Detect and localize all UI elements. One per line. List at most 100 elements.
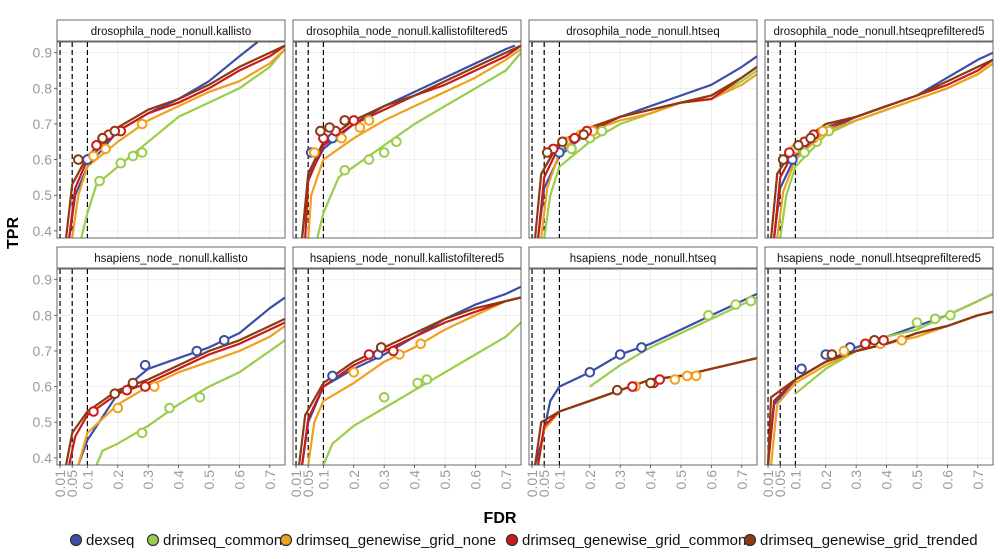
series-line-drimseq_genewise_grid_trended [301,44,521,238]
series-line-drimseq_common [794,292,993,395]
legend-label: drimseq_genewise_grid_trended [760,532,978,549]
panel-data [65,296,285,465]
y-tick-label: 0.8 [33,80,53,96]
x-tick-label: 0.4 [879,470,895,490]
panel-7: hsapiens_node_nonull.htseq 0.010.05 0.1 0.2… [524,246,758,497]
series-marker-drimseq_genewise_grid_trended [109,388,121,400]
x-tick-label: 0.01 [52,470,68,497]
series-marker-drimseq_genewise_grid_common [91,140,102,151]
x-tick-label: 0.1 [315,470,331,490]
panel-data [766,292,993,465]
series-marker-drimseq_common [596,125,608,137]
series-marker-dexseq [614,349,626,360]
series-marker-drimseq_genewise_grid_trended [315,125,326,137]
y-tick-label: 0.5 [33,187,53,203]
series-marker-drimseq_genewise_grid_none [149,381,160,392]
x-tick-label: 0.2 [582,470,598,490]
panel-strip [528,19,758,42]
panel-border [528,41,758,239]
legend-swatch [69,533,83,547]
series-marker-drimseq_genewise_grid_trended [611,384,623,396]
legend-item-drimseq_common: drimseq_common [146,532,282,549]
series-line-drimseq_common [543,69,757,238]
panel-1: drosophila_node_nonull.kallisto 0.4 0.5 0.6… [33,19,286,239]
series-marker-drimseq_genewise_grid_none [690,370,702,382]
legend-label: drimseq_genewise_grid_common [522,532,746,549]
series-marker-drimseq_genewise_grid_trended [73,154,84,165]
legend-swatch [146,533,160,547]
series-marker-drimseq_common [929,313,941,325]
series-marker-drimseq_common [115,157,127,169]
series-marker-drimseq_genewise_grid_common [388,345,399,357]
series-marker-drimseq_genewise_grid_trended [109,125,121,137]
series-marker-drimseq_common [945,310,956,321]
series-marker-drimseq_common [412,377,423,389]
x-axis-title: FDR [484,510,517,527]
series-marker-drimseq_genewise_grid_trended [541,147,553,158]
series-line-drimseq_genewise_grid_none [77,325,285,465]
panel-title: drosophila_node_nonull.kallisto [91,26,251,38]
series-marker-drimseq_genewise_grid_common [784,147,795,158]
panel-data [534,292,757,465]
series-marker-drimseq_common [363,154,375,165]
panel-border [56,41,286,239]
series-line-drimseq_common [95,339,285,465]
series-marker-drimseq_common [566,143,577,155]
series-marker-drimseq_genewise_grid_trended [557,136,568,148]
series-line-drimseq_genewise_grid_common [304,44,521,238]
series-marker-drimseq_genewise_grid_trended [97,132,108,144]
series-marker-drimseq_common [391,136,402,148]
x-tick-label: 0.3 [612,470,628,490]
y-tick-label: 0.4 [33,223,53,239]
legend-swatch [743,533,757,547]
series-marker-drimseq_common [421,374,433,385]
panel-strip [292,246,522,269]
panel-8: hsapiens_node_nonull.htseqprefiltered5 0.… [760,246,994,497]
series-marker-drimseq_genewise_grid_none [838,345,850,357]
panel-title: hsapiens_node_nonull.kallistofiltered5 [310,253,504,265]
x-tick-label: 0.6 [467,470,483,490]
x-tick-label: 0.5 [201,470,217,490]
series-marker-dexseq [327,370,338,382]
series-marker-drimseq_genewise_grid_none [817,125,829,137]
legend-swatch [279,533,293,547]
x-tick-label: 0.7 [734,470,750,490]
x-tick-label: 0.4 [407,470,423,490]
series-marker-drimseq_common [378,147,390,158]
x-tick-label: 0.1 [79,470,95,490]
x-tick-label: 0.5 [673,470,689,490]
panel-data [534,55,757,238]
legend-item-drimseq_genewise_grid_none: drimseq_genewise_grid_none [279,532,496,549]
series-line-drimseq_genewise_grid_common [68,44,285,238]
series-marker-drimseq_genewise_grid_trended [339,115,351,126]
series-marker-dexseq [584,367,596,378]
panel-6: hsapiens_node_nonull.kallistofiltered5 0.… [288,246,522,497]
x-tick-label: 0.2 [110,470,126,490]
panel-4: drosophila_node_nonull.htseqprefiltered5 [764,19,994,239]
x-tick-label: 0.6 [939,470,955,490]
legend-item-drimseq_genewise_grid_trended: drimseq_genewise_grid_trended [743,532,978,549]
x-tick-label: 0.3 [140,470,156,490]
panel-data [301,44,521,238]
x-tick-label: 0.05 [536,470,552,497]
series-marker-drimseq_genewise_grid_none [669,374,681,385]
series-marker-drimseq_genewise_grid_trended [578,129,590,140]
series-marker-drimseq_genewise_grid_none [354,122,366,133]
y-tick-label: 0.7 [33,343,53,359]
series-line-drimseq_genewise_grid_trended [65,44,285,238]
panel-border [292,41,522,239]
series-marker-drimseq_common [911,317,923,328]
x-tick-label: 0.01 [524,470,540,497]
x-tick-label: 0.4 [171,470,187,490]
series-marker-drimseq_genewise_grid_trended [793,140,804,151]
panel-title: drosophila_node_nonull.kallistofiltered5 [306,26,507,38]
series-line-drimseq_genewise_grid_trended [766,310,993,465]
legend-item-drimseq_genewise_grid_common: drimseq_genewise_grid_common [505,532,746,549]
x-tick-label: 0.05 [772,470,788,497]
series-marker-drimseq_genewise_grid_none [309,147,320,158]
panel-5: hsapiens_node_nonull.kallisto 0.4 0.5 0.6 0.… [33,246,286,497]
series-line-drimseq_genewise_grid_common [301,296,521,465]
panel-title: drosophila_node_nonull.htseqprefiltered5 [774,26,985,38]
series-marker-drimseq_genewise_grid_common [88,406,99,417]
